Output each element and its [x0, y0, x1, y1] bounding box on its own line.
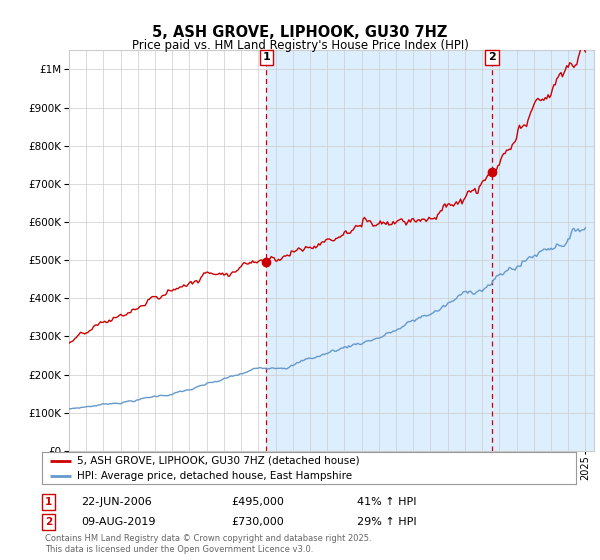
- Text: 5, ASH GROVE, LIPHOOK, GU30 7HZ (detached house): 5, ASH GROVE, LIPHOOK, GU30 7HZ (detache…: [77, 456, 359, 466]
- Text: 1: 1: [45, 497, 52, 507]
- Text: 2: 2: [45, 517, 52, 527]
- Text: £730,000: £730,000: [231, 517, 284, 527]
- Text: 1: 1: [262, 53, 270, 62]
- Text: Price paid vs. HM Land Registry's House Price Index (HPI): Price paid vs. HM Land Registry's House …: [131, 39, 469, 52]
- Bar: [266, 50, 594, 451]
- Text: 5, ASH GROVE, LIPHOOK, GU30 7HZ: 5, ASH GROVE, LIPHOOK, GU30 7HZ: [152, 25, 448, 40]
- Text: £495,000: £495,000: [231, 497, 284, 507]
- Text: 41% ↑ HPI: 41% ↑ HPI: [357, 497, 416, 507]
- Text: 22-JUN-2006: 22-JUN-2006: [81, 497, 152, 507]
- Text: HPI: Average price, detached house, East Hampshire: HPI: Average price, detached house, East…: [77, 470, 352, 480]
- Text: This data is licensed under the Open Government Licence v3.0.: This data is licensed under the Open Gov…: [45, 545, 313, 554]
- Text: 29% ↑ HPI: 29% ↑ HPI: [357, 517, 416, 527]
- Text: Contains HM Land Registry data © Crown copyright and database right 2025.: Contains HM Land Registry data © Crown c…: [45, 534, 371, 543]
- Text: 09-AUG-2019: 09-AUG-2019: [81, 517, 155, 527]
- Text: 2: 2: [488, 53, 496, 62]
